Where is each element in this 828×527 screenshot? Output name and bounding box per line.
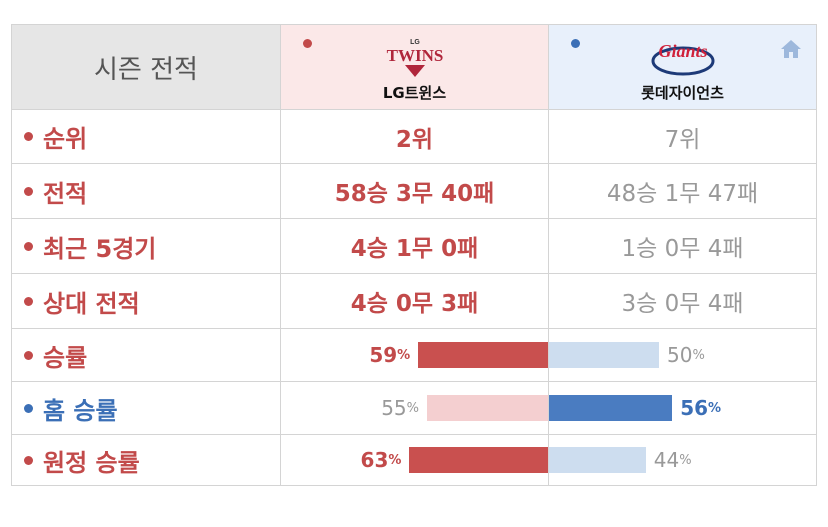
away-rate-bar (549, 395, 673, 421)
bullet-dot (24, 296, 33, 306)
bullet-dot (24, 241, 33, 251)
team-dot-away (571, 39, 580, 48)
away-stat-value: 48승 1무 47패 (548, 164, 816, 218)
home-icon (781, 40, 801, 58)
rate-row: 원정 승률 63% 44% (12, 434, 816, 485)
home-stat-value: 4승 0무 3패 (280, 274, 548, 328)
stat-row: 전적 58승 3무 40패 48승 1무 47패 (12, 163, 816, 218)
bullet-dot (24, 132, 33, 141)
svg-text:TWINS: TWINS (386, 46, 443, 65)
away-stat-value: 3승 0무 4패 (548, 274, 816, 328)
home-team-name: LG트윈스 (382, 84, 447, 102)
away-rate-value: 44% (653, 448, 692, 472)
stat-label: 전적 (43, 179, 88, 208)
table-header-row: 시즌 전적 LG TWINS LG트윈스 Giants 롯데자이언츠 (12, 25, 816, 109)
home-stat-value: 4승 1무 0패 (280, 219, 548, 273)
away-rate-cell: 56% (548, 382, 816, 434)
bullet-dot (24, 455, 33, 465)
stat-label: 상대 전적 (43, 289, 140, 318)
rate-label: 승률 (43, 343, 88, 372)
rate-row: 홈 승률 55% 56% (12, 381, 816, 434)
home-team-header[interactable]: LG TWINS LG트윈스 (280, 25, 548, 109)
home-rate-value: 59% (369, 343, 411, 367)
stat-label: 순위 (43, 125, 88, 153)
home-stat-value: 58승 3무 40패 (280, 164, 548, 218)
away-rate-bar (549, 447, 646, 473)
away-rate-value: 50% (667, 343, 705, 367)
home-rate-value: 55% (381, 396, 419, 420)
away-rate-cell: 44% (548, 435, 816, 485)
bullet-dot (24, 186, 33, 196)
stat-row: 최근 5경기 4승 1무 0패 1승 0무 4패 (12, 218, 816, 273)
away-stat-value: 1승 0무 4패 (548, 219, 816, 273)
away-rate-value: 56% (680, 396, 722, 420)
home-rate-cell: 59% (280, 329, 548, 381)
away-rate-cell: 50% (548, 329, 816, 381)
away-stat-value: 7위 (548, 110, 816, 163)
lotte-giants-logo: Giants (651, 41, 714, 76)
away-team-header[interactable]: Giants 롯데자이언츠 (548, 25, 816, 109)
bullet-dot (24, 350, 33, 360)
svg-text:Giants: Giants (658, 41, 707, 61)
stat-row: 상대 전적 4승 0무 3패 3승 0무 4패 (12, 273, 816, 328)
home-stat-value: 2위 (280, 110, 548, 163)
lg-twins-logo: LG TWINS (386, 39, 443, 77)
away-team-name: 롯데자이언츠 (641, 84, 724, 102)
rate-label: 원정 승률 (43, 448, 140, 477)
rate-label: 홈 승률 (43, 396, 118, 425)
home-rate-cell: 63% (280, 435, 548, 485)
team-dot-home (303, 39, 312, 48)
season-record-title: 시즌 전적 (12, 25, 280, 109)
home-rate-value: 63% (360, 448, 402, 472)
svg-text:LG: LG (410, 39, 420, 46)
stat-label: 최근 5경기 (43, 234, 157, 263)
rate-row: 승률 59% 50% (12, 328, 816, 381)
bullet-dot (24, 403, 33, 413)
home-rate-bar (409, 447, 548, 473)
home-rate-bar (427, 395, 548, 421)
season-record-table: 시즌 전적 LG TWINS LG트윈스 Giants 롯데자이언츠 (11, 24, 817, 486)
home-rate-cell: 55% (280, 382, 548, 434)
away-rate-bar (549, 342, 659, 368)
home-rate-bar (418, 342, 548, 368)
stat-row: 순위 2위 7위 (12, 109, 816, 163)
